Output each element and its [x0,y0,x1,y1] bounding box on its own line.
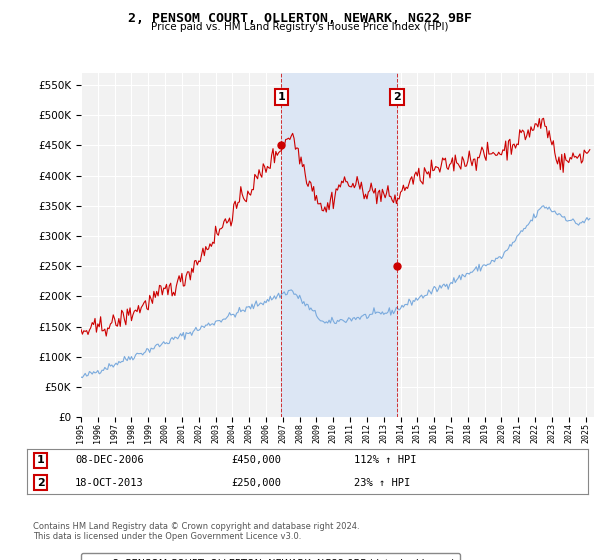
Text: Price paid vs. HM Land Registry's House Price Index (HPI): Price paid vs. HM Land Registry's House … [151,22,449,32]
Legend: 2, PENSOM COURT, OLLERTON, NEWARK, NG22 9BF (detached house), HPI: Average price: 2, PENSOM COURT, OLLERTON, NEWARK, NG22 … [81,553,460,560]
Text: 112% ↑ HPI: 112% ↑ HPI [354,455,416,465]
Text: 23% ↑ HPI: 23% ↑ HPI [354,478,410,488]
Text: 1: 1 [278,92,286,102]
Text: 2, PENSOM COURT, OLLERTON, NEWARK, NG22 9BF: 2, PENSOM COURT, OLLERTON, NEWARK, NG22 … [128,12,472,25]
Text: £450,000: £450,000 [231,455,281,465]
Text: Contains HM Land Registry data © Crown copyright and database right 2024.
This d: Contains HM Land Registry data © Crown c… [33,522,359,542]
Text: 18-OCT-2013: 18-OCT-2013 [75,478,144,488]
Text: 1: 1 [37,455,44,465]
Bar [281,73,397,417]
Text: 2: 2 [393,92,401,102]
Text: 2: 2 [37,478,44,488]
Text: £250,000: £250,000 [231,478,281,488]
Text: 08-DEC-2006: 08-DEC-2006 [75,455,144,465]
